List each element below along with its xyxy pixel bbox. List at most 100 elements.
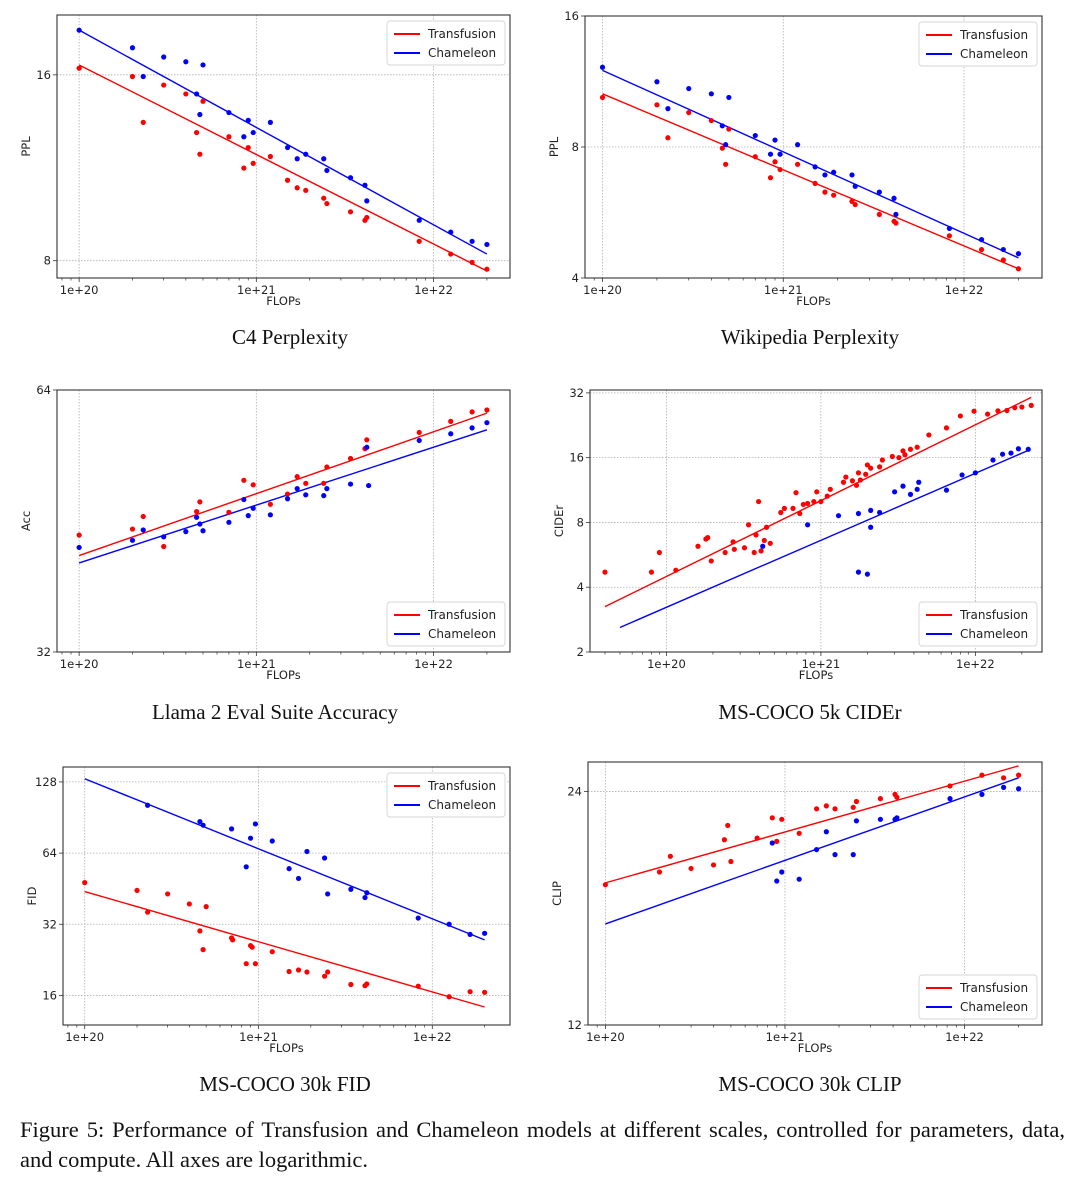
data-point-chameleon xyxy=(241,134,247,140)
data-point-transfusion xyxy=(284,177,291,183)
data-point-transfusion xyxy=(1000,775,1007,781)
data-point-transfusion xyxy=(469,259,475,265)
fit-line-chameleon xyxy=(78,429,488,564)
data-point-transfusion xyxy=(725,822,731,829)
x-tick-label: 1e+22 xyxy=(945,1030,984,1044)
data-point-transfusion xyxy=(186,901,192,907)
data-point-transfusion xyxy=(82,880,88,886)
fit-line-transfusion xyxy=(78,412,488,557)
data-point-chameleon xyxy=(303,151,309,157)
data-point-transfusion xyxy=(793,490,799,496)
data-point-chameleon xyxy=(366,482,372,489)
y-tick-label: 8 xyxy=(572,140,579,154)
data-point-chameleon xyxy=(284,496,291,502)
data-point-transfusion xyxy=(348,981,354,988)
data-point-transfusion xyxy=(957,413,963,419)
data-point-chameleon xyxy=(990,457,996,463)
data-point-transfusion xyxy=(984,411,991,417)
legend-label-chameleon: Chameleon xyxy=(428,627,496,641)
x-tick-label: 1e+20 xyxy=(65,1030,104,1044)
data-point-transfusion xyxy=(197,928,203,934)
data-point-chameleon xyxy=(723,142,729,148)
data-point-transfusion xyxy=(719,145,725,151)
data-point-chameleon xyxy=(243,864,249,870)
x-tick-label: 1e+22 xyxy=(414,283,453,297)
data-point-chameleon xyxy=(853,818,860,824)
data-point-transfusion xyxy=(295,967,302,973)
data-point-transfusion xyxy=(1028,402,1034,408)
data-point-chameleon xyxy=(831,169,837,175)
data-point-chameleon xyxy=(893,211,899,218)
data-point-transfusion xyxy=(250,160,256,166)
data-point-chameleon xyxy=(855,510,862,517)
data-point-chameleon xyxy=(416,217,422,223)
data-point-transfusion xyxy=(979,772,985,778)
x-tick-label: 1e+22 xyxy=(945,283,984,297)
data-point-chameleon xyxy=(813,846,820,853)
data-point-chameleon xyxy=(247,835,254,841)
fit-line-transfusion xyxy=(605,765,1019,884)
chart-wiki: 1e+20 1e+21 1e+22 4 8 16 FLOPs PPL Transfusion Ch… xyxy=(547,9,1043,308)
data-point-transfusion xyxy=(294,185,300,191)
data-point-chameleon xyxy=(362,894,368,901)
x-tick-label: 1e+20 xyxy=(60,657,99,671)
data-point-transfusion xyxy=(926,432,932,438)
data-point-transfusion xyxy=(995,408,1001,414)
data-point-transfusion xyxy=(321,480,327,486)
data-point-chameleon xyxy=(864,571,871,577)
fit-line-chameleon xyxy=(602,69,1019,259)
plot-frame xyxy=(56,14,511,279)
x-tick-label: 1e+21 xyxy=(766,1030,805,1044)
data-point-transfusion xyxy=(893,220,899,226)
data-point-chameleon xyxy=(362,182,368,188)
caption-cider: MS-COCO 5k CIDEr xyxy=(718,700,902,724)
data-point-chameleon xyxy=(226,519,232,525)
data-point-transfusion xyxy=(758,548,764,554)
data-point-chameleon xyxy=(294,486,300,492)
legend-label-transfusion: Transfusion xyxy=(427,27,496,41)
fit-line-chameleon xyxy=(84,778,485,941)
data-point-transfusion xyxy=(896,455,902,461)
data-point-chameleon xyxy=(364,198,370,204)
data-point-chameleon xyxy=(325,891,331,897)
legend-label-transfusion: Transfusion xyxy=(427,779,496,793)
data-point-transfusion xyxy=(665,135,671,141)
legend-label-chameleon: Chameleon xyxy=(960,627,1028,641)
data-point-transfusion xyxy=(165,891,171,897)
data-point-transfusion xyxy=(824,493,830,499)
data-point-transfusion xyxy=(751,549,757,556)
legend-label-transfusion: Transfusion xyxy=(427,608,496,622)
data-point-chameleon xyxy=(769,840,775,846)
data-point-transfusion xyxy=(876,211,882,218)
data-point-transfusion xyxy=(294,473,300,480)
data-point-chameleon xyxy=(193,91,200,97)
data-point-chameleon xyxy=(415,915,421,921)
data-point-transfusion xyxy=(797,510,803,517)
data-point-transfusion xyxy=(134,887,140,894)
data-point-chameleon xyxy=(892,489,898,495)
y-tick-label: 4 xyxy=(572,271,579,285)
plot-frame xyxy=(62,766,511,1026)
data-point-transfusion xyxy=(203,904,209,910)
y-tick-label: 2 xyxy=(577,645,584,659)
data-point-transfusion xyxy=(482,989,488,995)
data-point-transfusion xyxy=(686,109,692,116)
data-point-chameleon xyxy=(1015,786,1022,792)
data-point-chameleon xyxy=(1015,251,1022,257)
plot-frame xyxy=(56,389,511,653)
data-point-chameleon xyxy=(772,137,778,143)
data-point-chameleon xyxy=(599,64,606,70)
data-point-chameleon xyxy=(200,822,206,828)
data-point-chameleon xyxy=(364,444,370,450)
chart-cider: 1e+20 1e+21 1e+22 2 4 8 16 32 FLOPs CIDEr Transfus… xyxy=(552,386,1043,682)
x-tick-label: 1e+20 xyxy=(586,1030,625,1044)
data-point-transfusion xyxy=(648,569,655,575)
data-point-transfusion xyxy=(241,165,247,171)
y-tick-label: 128 xyxy=(35,775,57,789)
data-point-transfusion xyxy=(325,969,331,975)
caption-fid: MS-COCO 30k FID xyxy=(199,1072,371,1096)
data-point-transfusion xyxy=(324,464,330,470)
data-point-transfusion xyxy=(321,973,328,979)
data-point-chameleon xyxy=(347,175,354,181)
data-point-transfusion xyxy=(76,65,82,71)
